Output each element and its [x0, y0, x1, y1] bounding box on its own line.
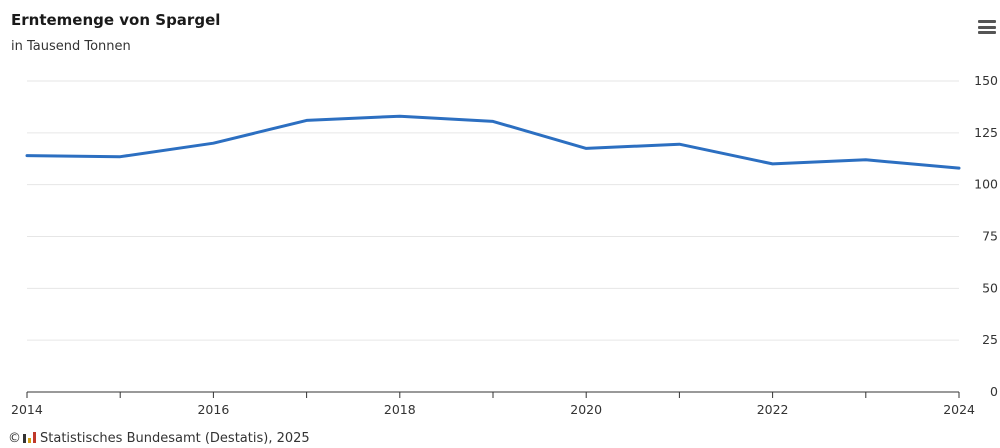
- destatis-logo-icon: [23, 432, 37, 443]
- y-axis-ticks: 0 25 50 75 100 125 150: [974, 73, 998, 399]
- y-tick-label: 25: [982, 332, 998, 347]
- x-tick-label: 2016: [197, 402, 229, 417]
- gridlines: [27, 80, 959, 341]
- x-tick-label: 2018: [384, 402, 416, 417]
- x-tick-label: 2020: [570, 402, 602, 417]
- x-axis: 2014 2016 2018 2020 2022 2024: [11, 391, 975, 417]
- series-line: [25, 114, 961, 170]
- y-tick-label: 0: [990, 384, 998, 399]
- hamburger-menu-icon[interactable]: [978, 20, 996, 34]
- y-tick-label: 50: [982, 280, 998, 295]
- chart-title: Erntemenge von Spargel: [11, 11, 221, 29]
- copyright-symbol: ©: [8, 431, 21, 446]
- chart-subtitle: in Tausend Tonnen: [11, 39, 131, 54]
- x-tick-label: 2014: [11, 402, 43, 417]
- source-text: Statistisches Bundesamt (Destatis), 2025: [40, 431, 310, 446]
- y-tick-label: 125: [974, 125, 998, 140]
- x-tick-label: 2022: [757, 402, 789, 417]
- x-tick-label: 2024: [943, 402, 975, 417]
- y-tick-label: 150: [974, 73, 998, 88]
- source-note: © Statistisches Bundesamt (Destatis), 202…: [8, 431, 310, 446]
- y-tick-label: 75: [982, 229, 998, 244]
- y-tick-label: 100: [974, 177, 998, 192]
- series-layer: [25, 114, 961, 170]
